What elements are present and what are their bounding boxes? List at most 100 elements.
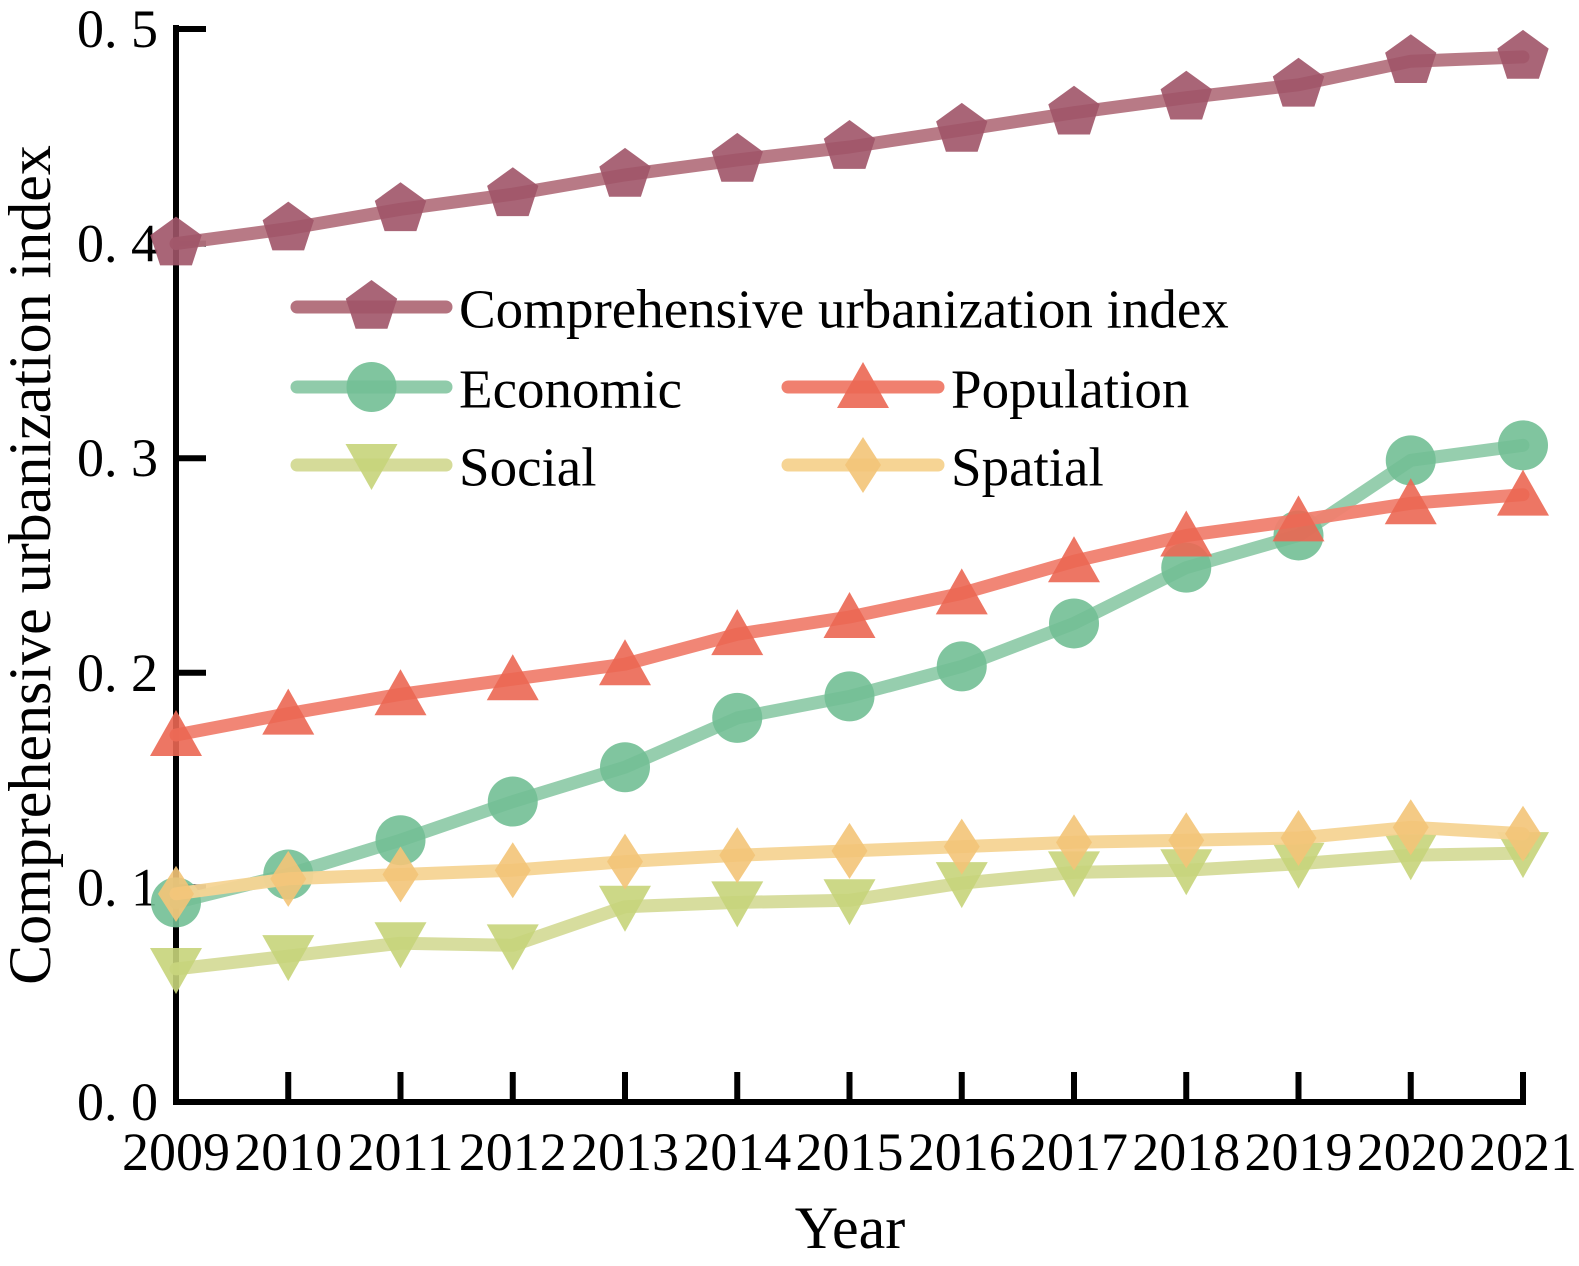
- marker-comprehensive-urbanization-index-2012: [487, 167, 539, 217]
- x-tick-label: 2013: [571, 1122, 679, 1182]
- marker-population-2011: [374, 669, 427, 716]
- y-tick-label: 0. 4: [77, 214, 158, 274]
- marker-population-2019: [1272, 495, 1325, 542]
- y-tick-label: 0. 0: [77, 1072, 158, 1132]
- x-tick-label: 2021: [1469, 1122, 1577, 1182]
- x-tick-label: 2012: [459, 1122, 567, 1182]
- marker-economic-2016: [936, 641, 987, 692]
- marker-spatial-2016: [943, 818, 980, 875]
- legend-label-economic: Economic: [459, 359, 682, 420]
- marker-spatial-2013: [607, 833, 643, 890]
- y-axis-title: Comprehensive urbanization index: [0, 145, 63, 985]
- legend-label-spatial: Spatial: [951, 437, 1104, 498]
- marker-economic-2011: [375, 815, 426, 866]
- legend-entry-economic: Economic: [290, 359, 682, 420]
- marker-spatial-2009: [158, 865, 194, 922]
- marker-population-2016: [935, 568, 988, 615]
- x-tick-label: 2009: [122, 1122, 230, 1182]
- marker-population-2013: [599, 639, 651, 686]
- marker-spatial-2017: [1056, 814, 1092, 871]
- legend: Comprehensive urbanization index Economic…: [290, 279, 1229, 498]
- x-tick-label: 2014: [683, 1122, 791, 1182]
- series-layer: [150, 29, 1549, 994]
- x-tick-label: 2018: [1132, 1122, 1240, 1182]
- marker-economic-2013: [600, 742, 650, 793]
- legend-label-social: Social: [459, 437, 596, 498]
- legend-label-comprehensive-urbanization-index: Comprehensive urbanization index: [459, 279, 1229, 340]
- y-tick-label: 0. 3: [77, 428, 158, 488]
- marker-social-2014: [711, 881, 764, 928]
- marker-comprehensive-urbanization-index-2016: [936, 102, 988, 152]
- marker-social-2009: [150, 947, 202, 994]
- y-tick-label: 0. 1: [77, 857, 158, 917]
- axes: 0. 0 0. 1 0. 2 0. 3 0. 4 0. 5 2009 2010 2011 2012…: [77, 0, 1577, 1182]
- marker-social-2016: [935, 862, 988, 909]
- marker-comprehensive-urbanization-index-2018: [1160, 70, 1212, 120]
- legend-entry-comprehensive-urbanization-index: Comprehensive urbanization index: [290, 279, 1229, 340]
- marker-social-2015: [823, 879, 876, 926]
- legend-marker-comprehensive-urbanization-index: [345, 280, 398, 329]
- marker-spatial-2015: [831, 822, 868, 879]
- y-tick-label: 0. 5: [77, 0, 158, 59]
- series-population: [150, 469, 1549, 757]
- marker-social-2017: [1048, 851, 1100, 898]
- marker-spatial-2014: [719, 827, 756, 884]
- marker-spatial-2019: [1280, 810, 1317, 867]
- marker-comprehensive-urbanization-index-2013: [599, 147, 651, 197]
- marker-social-2011: [374, 922, 427, 969]
- marker-social-2010: [262, 935, 315, 982]
- marker-comprehensive-urbanization-index-2014: [711, 132, 763, 182]
- marker-spatial-2010: [270, 850, 307, 907]
- legend-marker-economic: [346, 362, 397, 412]
- marker-economic-2020: [1385, 435, 1436, 486]
- legend-marker-population: [837, 362, 889, 408]
- legend-marker-spatial: [845, 437, 881, 493]
- marker-population-2014: [711, 609, 764, 656]
- marker-social-2013: [599, 885, 651, 932]
- x-tick-label: 2010: [234, 1122, 342, 1182]
- legend-label-population: Population: [951, 359, 1189, 420]
- legend-marker-social: [345, 444, 398, 490]
- x-axis-title: Year: [795, 1195, 906, 1261]
- series-comprehensive-urbanization-index: [150, 29, 1549, 266]
- marker-spatial-2021: [1505, 805, 1541, 862]
- marker-population-2021: [1497, 469, 1549, 516]
- marker-comprehensive-urbanization-index-2009: [150, 216, 202, 266]
- marker-social-2020: [1384, 834, 1437, 881]
- marker-economic-2014: [712, 692, 763, 743]
- marker-comprehensive-urbanization-index-2017: [1048, 85, 1100, 135]
- x-tick-label: 2016: [908, 1122, 1016, 1182]
- marker-population-2017: [1048, 536, 1100, 583]
- marker-comprehensive-urbanization-index-2021: [1497, 29, 1549, 79]
- marker-population-2010: [262, 688, 315, 735]
- marker-comprehensive-urbanization-index-2020: [1385, 34, 1437, 83]
- legend-entry-spatial: Spatial: [781, 437, 1104, 498]
- marker-population-2018: [1160, 510, 1213, 557]
- marker-economic-2015: [824, 671, 875, 722]
- y-tick-label: 0. 2: [77, 643, 158, 703]
- series-spatial: [158, 799, 1541, 922]
- marker-population-2015: [823, 592, 876, 639]
- marker-economic-2012: [487, 776, 538, 827]
- x-tick-label: 2015: [796, 1122, 904, 1182]
- marker-comprehensive-urbanization-index-2010: [262, 201, 314, 251]
- marker-comprehensive-urbanization-index-2019: [1272, 57, 1325, 107]
- marker-spatial-2020: [1392, 799, 1429, 856]
- marker-social-2012: [486, 924, 539, 971]
- marker-spatial-2018: [1168, 812, 1205, 869]
- legend-entry-population: Population: [781, 359, 1189, 420]
- marker-economic-2017: [1049, 598, 1099, 649]
- x-tick-label: 2017: [1020, 1122, 1128, 1182]
- marker-population-2009: [150, 710, 202, 757]
- legend-entry-social: Social: [290, 437, 596, 498]
- x-tick-label: 2020: [1357, 1122, 1465, 1182]
- x-tick-label: 2019: [1245, 1122, 1353, 1182]
- marker-social-2018: [1160, 849, 1213, 896]
- marker-population-2012: [486, 654, 539, 701]
- x-tick-label: 2011: [348, 1122, 454, 1182]
- marker-population-2020: [1384, 478, 1437, 525]
- marker-spatial-2012: [494, 842, 531, 899]
- marker-economic-2021: [1498, 420, 1548, 471]
